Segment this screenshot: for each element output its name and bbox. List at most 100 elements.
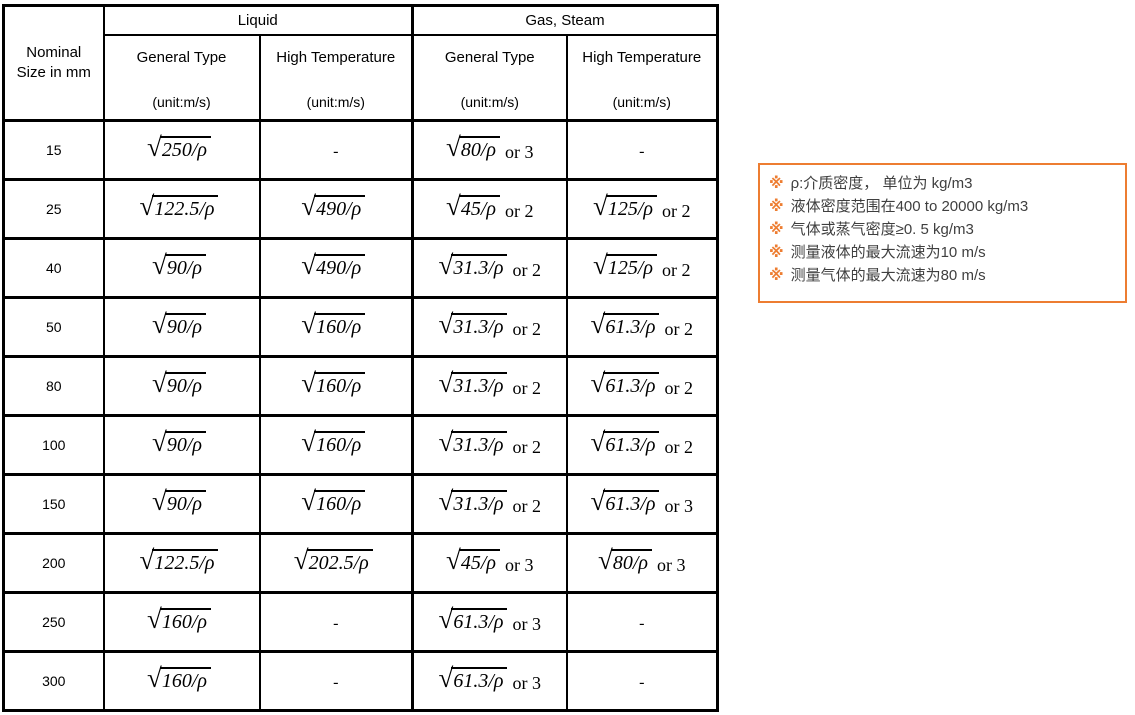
radical-sign-icon: √	[590, 309, 606, 339]
nominal-size-value: 25	[2, 178, 105, 240]
sqrt-formula: √ 45/ρ	[446, 547, 500, 576]
formula-cell: √ 160/ρ	[258, 296, 414, 358]
formula-cell: √ 250/ρ	[102, 119, 261, 181]
radical-sign-icon: √	[593, 250, 608, 280]
radical-sign-icon: √	[301, 486, 317, 516]
nominal-size-header-line1: Nominal	[26, 44, 82, 61]
dash-placeholder: -	[639, 614, 645, 632]
subheader-title: High Temperature	[276, 48, 396, 66]
radical-sign-icon: √	[301, 368, 317, 398]
flow-velocity-table-wrap: Nominal Size in mm Liquid Gas, Steam Gen…	[2, 4, 719, 712]
radicand: 31.3/ρ	[451, 372, 508, 398]
formula-cell: √ 31.3/ρ or 2	[411, 237, 568, 299]
note-text: ρ:介质密度， 单位为 kg/m3	[790, 175, 973, 192]
note-line: ※ 气体或蒸气密度≥0. 5 kg/m3	[769, 218, 1117, 241]
sqrt-formula: √ 490/ρ	[301, 250, 366, 281]
formula-cell: √ 31.3/ρ or 2	[411, 414, 568, 476]
sqrt-formula: √ 45/ρ	[446, 193, 500, 222]
empty-cell: -	[258, 650, 414, 712]
sqrt-formula: √ 61.3/ρ	[591, 370, 660, 399]
formula-cell: √ 90/ρ	[102, 414, 261, 476]
subheader-unit: (unit:m/s)	[306, 94, 365, 110]
empty-cell: -	[258, 591, 414, 653]
radicand: 125/ρ	[605, 195, 657, 221]
radical-sign-icon: √	[598, 545, 613, 575]
note-line: ※ ρ:介质密度， 单位为 kg/m3	[769, 172, 1117, 195]
formula-cell: √ 490/ρ	[258, 237, 414, 299]
formula-cell: √ 490/ρ	[258, 178, 414, 240]
formula-cell: √ 45/ρ or 3	[411, 532, 568, 594]
sqrt-formula: √ 202.5/ρ	[293, 545, 373, 576]
formula-suffix: or 2	[512, 378, 541, 398]
formula-cell: √ 122.5/ρ	[102, 178, 261, 240]
formula-suffix: or 2	[664, 437, 693, 457]
subheader-gas-general: General Type (unit:m/s)	[411, 33, 568, 122]
radical-sign-icon: √	[301, 191, 317, 221]
empty-cell: -	[565, 119, 719, 181]
sqrt-formula: √ 31.3/ρ	[439, 252, 508, 281]
sqrt-formula: √ 90/ρ	[152, 368, 206, 399]
nominal-size-header: Nominal Size in mm	[2, 4, 105, 122]
table-row: 80 √ 90/ρ √ 160/ρ √ 31.3/ρ or 2 √ 61.3/ρ or 2	[2, 355, 719, 417]
radicand: 90/ρ	[164, 313, 206, 339]
formula-cell: √ 90/ρ	[102, 473, 261, 535]
sqrt-formula: √ 90/ρ	[152, 311, 206, 340]
table-row: 250 √ 160/ρ - √ 61.3/ρ or 3-	[2, 591, 719, 653]
formula-cell: √ 61.3/ρ or 2	[565, 414, 719, 476]
reference-mark-icon: ※	[769, 243, 784, 261]
formula-suffix: or 2	[512, 319, 541, 339]
nominal-size-value: 40	[2, 237, 105, 299]
radicand: 31.3/ρ	[451, 313, 508, 339]
table-row: 150 √ 90/ρ √ 160/ρ √ 31.3/ρ or 2 √ 61.3/ρ or 3	[2, 473, 719, 535]
formula-suffix: or 3	[664, 496, 693, 516]
group-header-row: Nominal Size in mm Liquid Gas, Steam	[2, 4, 719, 122]
note-line: ※ 液体密度范围在400 to 20000 kg/m3	[769, 195, 1117, 218]
notes-box: ※ ρ:介质密度， 单位为 kg/m3 ※ 液体密度范围在400 to 20000 k…	[758, 163, 1127, 303]
subheader-liquid-high-temp: High Temperature (unit:m/s)	[258, 33, 414, 122]
radical-sign-icon: √	[301, 250, 317, 280]
formula-cell: √ 31.3/ρ or 2	[411, 355, 568, 417]
radicand: 160/ρ	[314, 431, 366, 457]
sqrt-formula: √ 490/ρ	[301, 191, 366, 222]
radical-sign-icon: √	[293, 545, 309, 575]
radical-sign-icon: √	[152, 486, 167, 516]
formula-suffix: or 2	[504, 201, 534, 221]
formula-cell: √ 31.3/ρ or 2	[411, 473, 568, 535]
formula-suffix: or 3	[512, 673, 541, 693]
radical-sign-icon: √	[152, 368, 167, 398]
formula-suffix: or 2	[661, 201, 691, 221]
radical-sign-icon: √	[438, 427, 454, 457]
radicand: 490/ρ	[314, 195, 366, 221]
radicand: 202.5/ρ	[306, 549, 373, 575]
sqrt-formula: √ 80/ρ	[446, 134, 500, 163]
sqrt-formula: √ 90/ρ	[152, 486, 206, 517]
group-header-gas-steam: Gas, Steam	[411, 4, 719, 36]
note-line: ※ 测量液体的最大流速为10 m/s	[769, 241, 1117, 264]
subheader-unit: (unit:m/s)	[460, 94, 519, 110]
subheader-unit: (unit:m/s)	[152, 94, 211, 110]
radicand: 90/ρ	[164, 490, 206, 516]
sqrt-formula: √ 31.3/ρ	[439, 488, 508, 517]
sqrt-formula: √ 61.3/ρ	[439, 665, 508, 694]
radicand: 45/ρ	[458, 195, 500, 221]
nominal-size-value: 50	[2, 296, 105, 358]
radicand: 250/ρ	[159, 136, 211, 162]
dash-placeholder: -	[333, 673, 339, 691]
table-row: 40 √ 90/ρ √ 490/ρ √ 31.3/ρ or 2 √ 125/ρ or 2	[2, 237, 719, 299]
formula-suffix: or 3	[656, 555, 686, 575]
radicand: 80/ρ	[610, 549, 652, 575]
radicand: 90/ρ	[164, 431, 206, 457]
nominal-size-value: 15	[2, 119, 105, 181]
radicand: 45/ρ	[458, 549, 500, 575]
radicand: 160/ρ	[159, 608, 211, 634]
radicand: 160/ρ	[159, 667, 211, 693]
formula-cell: √ 80/ρ or 3	[565, 532, 719, 594]
formula-cell: √ 125/ρ or 2	[565, 237, 719, 299]
radicand: 61.3/ρ	[603, 431, 660, 457]
radicand: 490/ρ	[314, 254, 366, 280]
formula-cell: √ 125/ρ or 2	[565, 178, 719, 240]
formula-cell: √ 160/ρ	[258, 355, 414, 417]
radical-sign-icon: √	[590, 486, 606, 516]
sqrt-formula: √ 122.5/ρ	[140, 193, 219, 222]
empty-cell: -	[258, 119, 414, 181]
